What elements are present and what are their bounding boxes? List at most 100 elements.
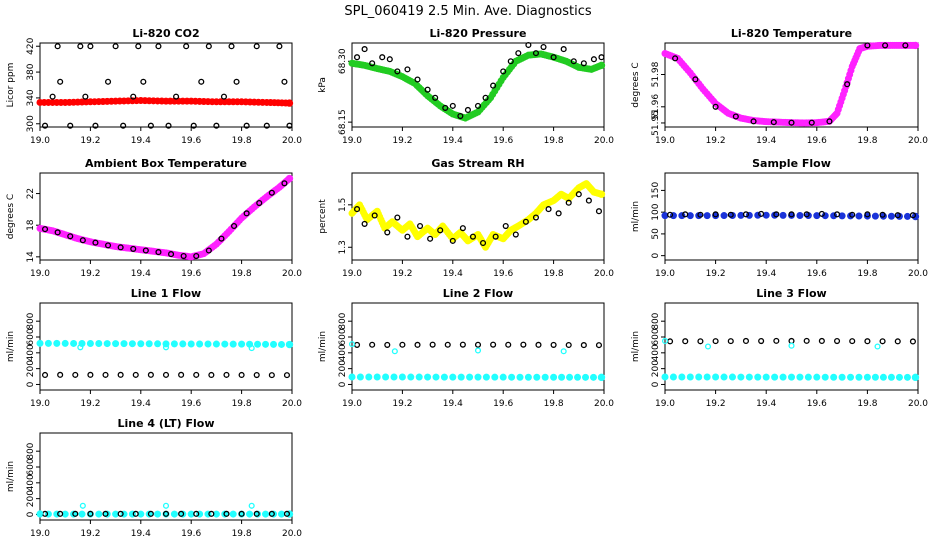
data-point [424,373,432,381]
data-point [41,371,49,379]
data-point [855,212,863,220]
data-point [120,340,128,348]
data-point [758,210,765,217]
data-point [162,371,170,378]
data-point [198,78,205,85]
data-point [262,340,270,348]
data-point [223,371,230,378]
data-point [36,510,44,517]
data-point [849,211,856,218]
series-filled [661,41,920,127]
data-point [277,510,285,518]
series-outliers [661,337,881,350]
data-point [522,218,529,225]
data-point [444,341,451,348]
data-point [145,340,153,348]
data-point [102,510,109,517]
data-point [804,373,812,381]
data-point [137,340,145,348]
data-point [566,373,574,381]
data-point [263,122,270,129]
data-point [165,122,172,129]
data-point [147,122,154,129]
data-point [220,93,228,100]
data-point [787,373,795,381]
series-filled [348,50,606,122]
y-tick-label: 51.98 [651,61,661,87]
data-point [745,211,753,219]
data-point [754,373,762,381]
x-tick-label: 19.6 [493,399,513,409]
data-point [427,235,434,242]
data-point [178,510,185,517]
data-point [703,373,711,381]
data-point [502,222,509,230]
data-point [469,233,477,240]
data-point [788,119,795,126]
plot-frame [39,172,293,261]
x-tick-label: 19.0 [30,529,50,539]
x-tick-label: 19.8 [232,136,252,146]
data-point [155,43,162,50]
data-point [286,122,293,129]
series-filled [348,180,606,251]
data-point [565,199,572,206]
data-point [276,43,283,50]
data-point [187,340,195,348]
data-point [248,345,255,352]
data-point [844,81,851,88]
data-point [582,373,590,381]
data-point [457,112,464,120]
data-point [732,113,739,120]
y-tick-label: 200 [26,360,36,377]
data-point [704,343,712,350]
data-point [170,510,178,518]
data-point [695,373,703,381]
data-point [550,341,557,348]
x-tick-label: 19.8 [232,529,252,539]
data-point [524,373,532,381]
data-point [120,122,127,129]
data-point [147,371,154,378]
data-point [879,373,887,381]
data-point [580,342,587,349]
x-tick-label: 19.2 [706,399,726,409]
series-open [353,41,605,120]
data-point [77,43,84,50]
x-tick-label: 19.8 [544,136,564,146]
data-point [902,42,909,49]
data-point [92,122,99,129]
data-point [597,61,606,70]
data-point [773,211,780,218]
data-point [813,373,821,381]
data-point [233,78,240,85]
data-point [238,340,246,348]
data-point [229,510,237,518]
plot-frame [39,42,293,128]
data-point [833,337,841,345]
data-point [712,211,719,218]
data-point [154,340,162,348]
data-point [386,56,393,63]
data-point [595,208,603,215]
x-tick-label: 19.4 [756,136,776,146]
data-point [466,373,474,381]
data-point [369,60,376,67]
data-point [277,340,285,348]
y-tick-label: 600 [338,328,348,345]
data-point [661,337,669,345]
data-point [808,119,815,126]
chart-panel-4: Ambient Box Temperature 19.0 19.2 19.4 19.6 1… [6,157,302,279]
data-point [414,76,421,83]
data-point [838,373,846,381]
y-tick-label: 600 [651,328,661,345]
data-point [887,212,895,220]
data-point [491,373,499,381]
data-point [41,226,49,233]
figure-title: SPL_060419 2.5 Min. Ave. Diagnostics [344,4,591,19]
x-tick-label: 19.4 [756,269,776,279]
y-tick-label: 22 [26,188,36,199]
x-tick-label: 19.0 [655,399,675,409]
data-point [353,206,361,213]
data-point [830,373,838,381]
